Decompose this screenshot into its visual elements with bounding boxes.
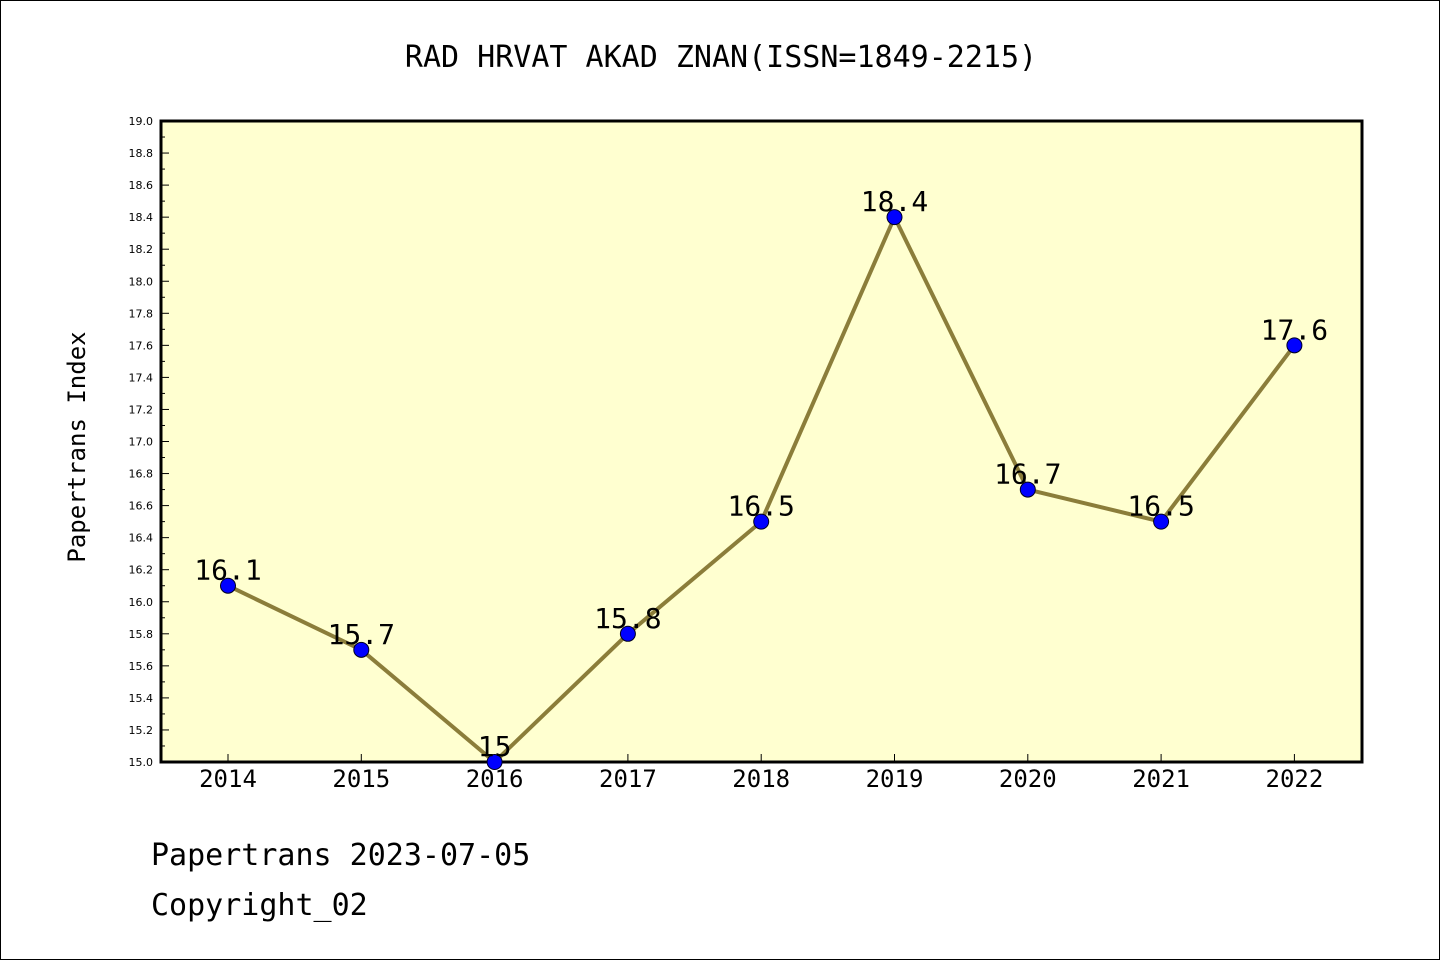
x-tick-label: 2020 (999, 765, 1057, 793)
series (220, 209, 1303, 770)
y-tick-label: 16.6 (129, 500, 154, 513)
data-label: 16.7 (994, 458, 1061, 491)
footer-copyright: Copyright_02 (151, 888, 368, 923)
data-label: 16.5 (727, 490, 794, 523)
y-tick-label: 15.4 (129, 692, 154, 705)
y-tick-label: 19.0 (129, 115, 154, 128)
x-tick-label: 2022 (1266, 765, 1324, 793)
y-axis: 15.0 15.2 15.4 15.6 15.8 16.0 16.2 16.4 16.6 16.8… (129, 115, 169, 769)
x-tick-label: 2018 (732, 765, 790, 793)
data-label: 18.4 (861, 185, 928, 218)
data-point (753, 513, 770, 530)
data-point (353, 641, 370, 658)
y-tick-label: 18.0 (129, 275, 154, 288)
data-label: 15.7 (328, 618, 395, 651)
chart-title: RAD HRVAT AKAD ZNAN(ISSN=1849-2215) (405, 40, 1037, 75)
footer-date: Papertrans 2023-07-05 (151, 838, 530, 873)
y-tick-label: 17.2 (129, 403, 154, 416)
y-tick-label: 17.6 (129, 339, 154, 352)
data-labels: 16.1 15.7 15 15.8 16.5 18.4 16.7 16.5 17.6 (194, 185, 1328, 763)
data-point (619, 625, 636, 642)
y-tick-label: 15.6 (129, 660, 154, 673)
y-axis-label: Papertrans Index (63, 331, 91, 562)
x-tick-label: 2021 (1132, 765, 1190, 793)
data-label: 15 (478, 730, 512, 763)
y-tick-label: 18.2 (129, 243, 154, 256)
x-tick-label: 2015 (332, 765, 390, 793)
y-tick-label: 16.4 (129, 532, 154, 545)
y-tick-label: 17.8 (129, 307, 154, 320)
data-point (1019, 481, 1036, 498)
data-point (1286, 337, 1303, 354)
data-point (486, 754, 503, 770)
y-tick-label: 16.8 (129, 468, 154, 481)
plot-area (159, 119, 1364, 764)
y-tick-label: 18.6 (129, 179, 154, 192)
y-tick-label: 15.0 (129, 756, 154, 769)
y-tick-label: 17.4 (129, 371, 154, 384)
x-axis: 2014 2015 2016 2017 2018 2019 2020 2021 2022 (199, 754, 1323, 793)
data-label: 16.1 (194, 554, 261, 587)
y-tick-label: 18.8 (129, 147, 154, 160)
y-tick-label: 17.0 (129, 436, 154, 449)
data-point (886, 209, 903, 226)
y-tick-label: 15.2 (129, 724, 154, 737)
x-tick-label: 2014 (199, 765, 257, 793)
data-point (1153, 513, 1170, 530)
data-label: 17.6 (1261, 313, 1328, 346)
y-tick-label: 15.8 (129, 628, 154, 641)
data-label: 15.8 (594, 602, 661, 635)
y-tick-label: 16.2 (129, 564, 154, 577)
data-label: 16.5 (1127, 490, 1194, 523)
y-tick-label: 18.4 (129, 211, 154, 224)
data-point (220, 577, 236, 594)
x-tick-label: 2017 (599, 765, 657, 793)
x-tick-label: 2019 (866, 765, 924, 793)
y-tick-label: 16.0 (129, 596, 154, 609)
